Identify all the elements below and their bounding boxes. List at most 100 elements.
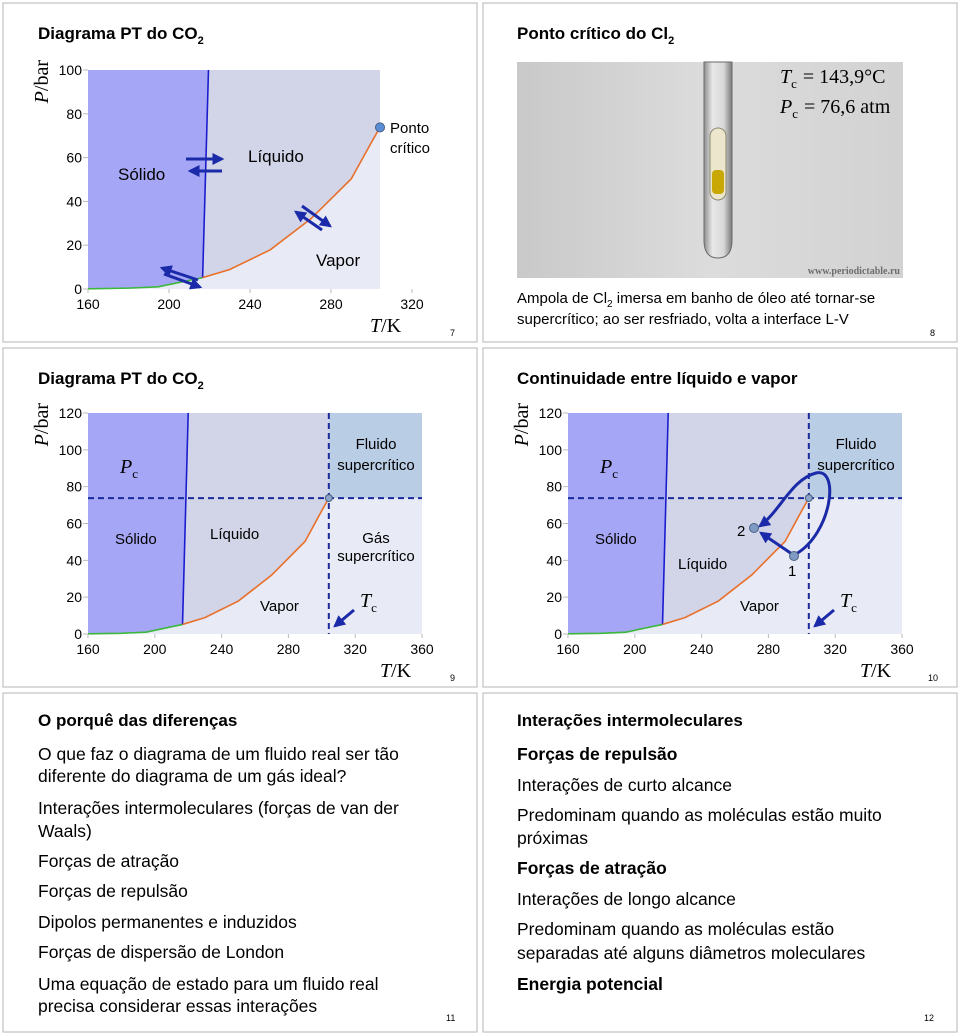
x-tick-label: 360 [890, 641, 914, 657]
region-label: Fluido [836, 436, 877, 453]
x-tick-label: 240 [238, 296, 262, 312]
path-arrow [758, 471, 832, 556]
x-tick-label: 320 [344, 641, 368, 657]
y-tick-label: 80 [66, 106, 82, 122]
y-axis-label: P/bar [31, 403, 53, 448]
text-line: Forças de dispersão de London [38, 942, 284, 962]
slide-title: O porquê das diferenças [38, 711, 237, 730]
text-line: Uma equação de estado para um fluido rea… [38, 974, 379, 994]
vaporization-curve [662, 497, 810, 626]
x-tick-label: 360 [410, 641, 434, 657]
liquid [712, 170, 724, 194]
fusion-curve [201, 69, 210, 278]
slide-title: Continuidade entre líquido e vapor [517, 369, 798, 388]
vaporization-curve [202, 126, 381, 279]
critical-point [375, 122, 386, 133]
slide: Ponto crítico do Cl2 Tc = 143,9°C Pc = 76,… [482, 2, 958, 343]
sublimation-curve [87, 623, 183, 635]
photo-label: Tc = 143,9°C [780, 66, 886, 91]
critical-point [324, 494, 333, 503]
x-axis-label: T/K [370, 315, 402, 337]
y-axis-symbol: P [511, 434, 533, 447]
text-heading: Forças de atração [517, 858, 667, 878]
axis-marker-label: Pc [119, 456, 138, 481]
text-heading: Forças de repulsão [517, 744, 677, 764]
slide: Continuidade entre líquido e vapor 0 20 40… [482, 347, 958, 688]
slide: Diagrama PT do CO2 0 20 40 60 80 100 160 200 240… [2, 2, 478, 343]
arrow [301, 204, 332, 228]
text-line: Forças de repulsão [38, 881, 188, 901]
x-tick-label: 160 [76, 296, 100, 312]
x-tick-label: 200 [143, 641, 167, 657]
text-line: Interações intermoleculares (forças de v… [38, 798, 399, 818]
y-tick-label: 60 [546, 516, 562, 532]
y-tick-label: 60 [66, 516, 82, 532]
region-label: Vapor [316, 251, 360, 270]
y-tick-label: 20 [66, 589, 82, 605]
y-tick-label: 40 [66, 193, 82, 209]
plot: 0 20 40 60 80 100 120 160 200 240 280 320 360 T/K P/ba… [511, 403, 914, 682]
y-tick-label: 60 [66, 150, 82, 166]
solid-region [568, 413, 669, 634]
text-heading: Energia potencial [517, 974, 663, 994]
text-line: precisa considerar essas interações [38, 996, 317, 1016]
sublimation-curve [87, 276, 203, 290]
page-number: 11 [446, 1013, 455, 1023]
x-axis-symbol: T [370, 315, 383, 337]
liquid-region [202, 70, 381, 278]
supercritical-region [328, 413, 422, 499]
y-tick-label: 80 [66, 479, 82, 495]
y-tick-label: 0 [554, 626, 562, 642]
y-axis-unit: /bar [31, 403, 53, 434]
y-tick-label: 20 [66, 237, 82, 253]
x-axis-symbol: T [380, 660, 393, 682]
arrow [759, 531, 793, 556]
page-number: 10 [928, 673, 938, 683]
region-label: supercrítico [817, 457, 895, 474]
text-line: Predominam quando as moléculas estão mui… [517, 805, 882, 825]
x-axis-unit: /K [381, 315, 402, 337]
slide-title: Diagrama PT do CO2 [38, 24, 204, 47]
arrow [813, 608, 835, 628]
slide-frame [2, 692, 478, 1033]
x-tick-label: 200 [623, 641, 647, 657]
slide: Interações intermoleculares Forças de re… [482, 692, 958, 1033]
y-tick-label: 120 [59, 405, 83, 421]
y-axis-symbol: P [31, 91, 53, 104]
x-axis-symbol: T [860, 660, 873, 682]
page-number: 9 [450, 673, 455, 683]
x-tick-label: 320 [824, 641, 848, 657]
supercritical-region [808, 413, 902, 499]
vaporization-curve [182, 497, 330, 626]
y-tick-label: 40 [546, 552, 562, 568]
x-tick-label: 280 [277, 641, 301, 657]
y-tick-label: 120 [539, 405, 563, 421]
y-tick-label: 40 [66, 552, 82, 568]
x-tick-label: 160 [76, 641, 100, 657]
y-tick-label: 80 [546, 479, 562, 495]
text-line: separadas até alguns diâmetros molecular… [517, 943, 865, 963]
x-axis-label: T/K [860, 660, 892, 682]
text-line: Predominam quando as moléculas estão [517, 919, 834, 939]
x-tick-label: 280 [757, 641, 781, 657]
liquid-region [662, 413, 809, 625]
region-label: Gás [362, 530, 390, 547]
axis-marker-label: Tc [840, 590, 857, 615]
y-tick-label: 100 [59, 62, 83, 78]
fusion-curve [181, 412, 189, 625]
slide: Diagrama PT do CO2 0 20 40 60 80 100 120 160 200… [2, 347, 478, 688]
arrow [294, 210, 323, 232]
watermark: www.periodictable.ru [808, 266, 901, 277]
x-tick-label: 280 [319, 296, 343, 312]
x-axis-label: T/K [380, 660, 412, 682]
region-label: Vapor [260, 598, 299, 615]
page-number: 7 [450, 328, 455, 338]
text-line: Interações de longo alcance [517, 889, 736, 909]
y-axis-unit: /bar [511, 403, 533, 434]
y-axis-unit: /bar [31, 60, 53, 91]
y-axis-label: P/bar [511, 403, 533, 448]
fusion-curve [661, 412, 669, 625]
slide-frame [482, 692, 958, 1033]
y-tick-label: 0 [74, 281, 82, 297]
solid-region [88, 413, 189, 634]
